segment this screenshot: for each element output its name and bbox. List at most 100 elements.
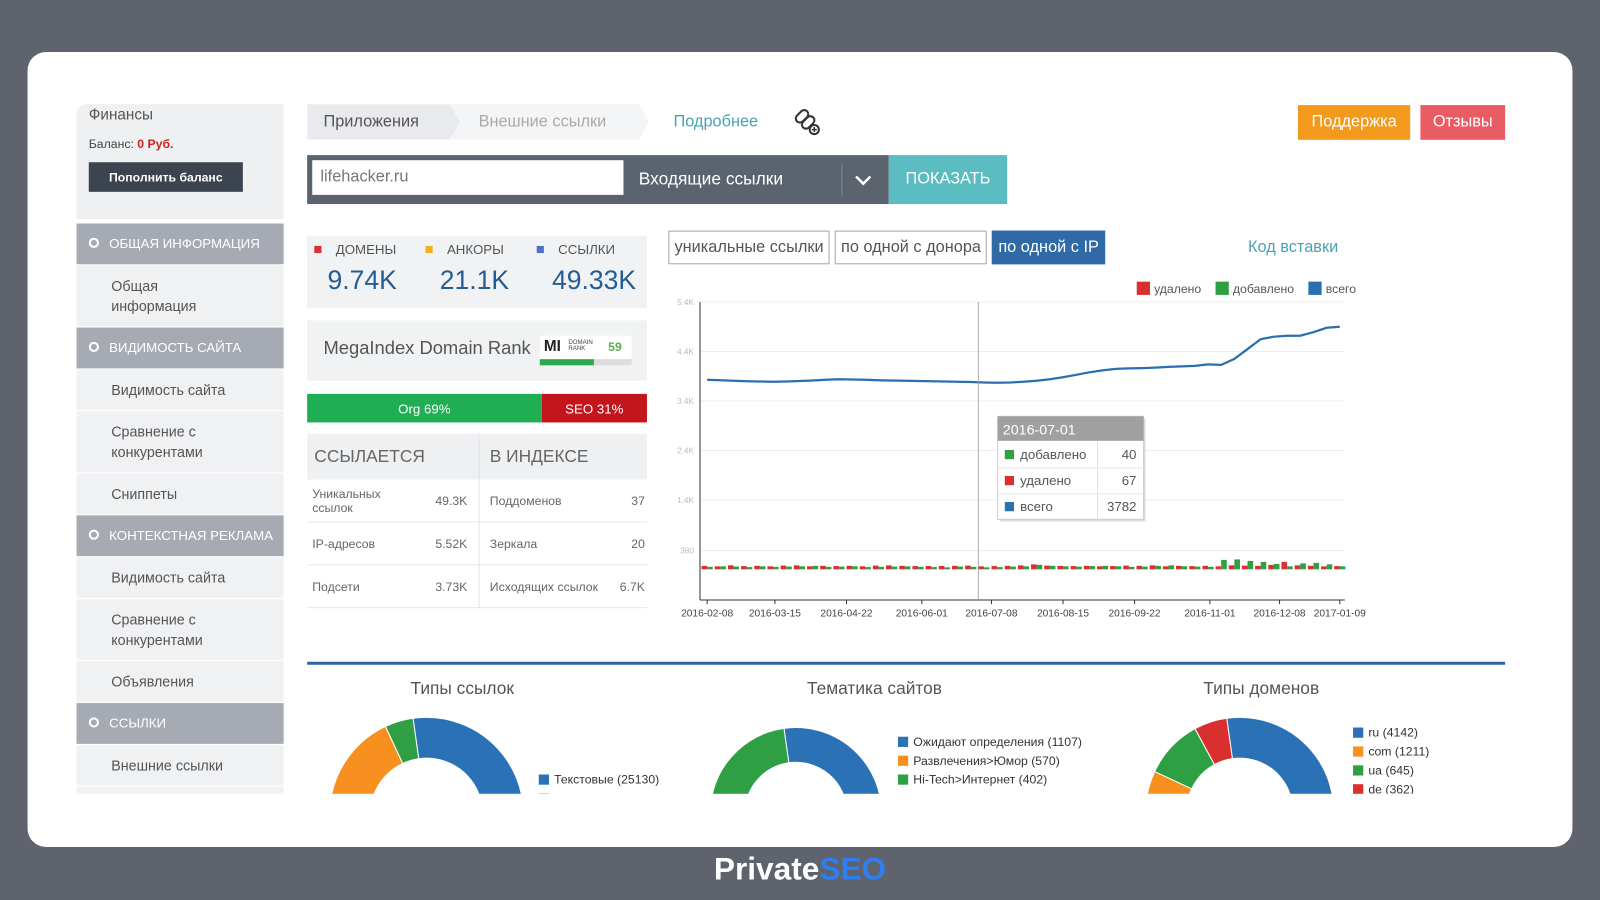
rank-logo: MI: [543, 337, 561, 356]
nav-section-header[interactable]: ССЫЛКИ: [76, 703, 284, 744]
bar: [833, 566, 839, 570]
chart-tab[interactable]: по одной с донора: [834, 230, 988, 265]
x-tick-label: 2016-06-01: [896, 608, 948, 619]
bar: [707, 566, 713, 570]
bar: [865, 567, 871, 570]
bar: [951, 565, 958, 570]
nav-item[interactable]: Сравнение с конкурентами: [76, 598, 284, 661]
bar: [1149, 565, 1156, 570]
domain-input[interactable]: lifehacker.ru: [312, 160, 624, 195]
tab[interactable]: Приложения: [307, 104, 461, 140]
bar: [812, 565, 819, 570]
rank-badge: [539, 335, 632, 360]
nav-section-header[interactable]: ОБЩАЯ ИНФОРМАЦИЯ: [76, 223, 284, 265]
bar: [1273, 563, 1280, 570]
legend-label: удалено: [1154, 282, 1201, 296]
pie-legend-label: Развлечения>Юмор (570): [913, 754, 1060, 768]
line: [707, 325, 1340, 384]
support-button[interactable]: Поддержка: [1297, 105, 1411, 140]
bar: [1215, 566, 1222, 570]
pie-legend-label: Ожидают определения (1107): [913, 735, 1082, 749]
nav-section-header[interactable]: ВИДИМОСТЬ САЙТА: [76, 327, 284, 369]
legend-swatch: [1136, 281, 1150, 295]
tooltip-swatch: [1004, 476, 1014, 486]
balance: Баланс: 0 Руб.: [89, 136, 174, 152]
table-header: [307, 433, 647, 480]
y-tick-label: 3.4K: [677, 397, 694, 406]
pie-slice: [1194, 717, 1233, 766]
bar: [1260, 561, 1267, 570]
nav-section-header[interactable]: КОНТЕКСТНАЯ РЕКЛАМА: [76, 515, 284, 557]
tab[interactable]: Внешние ссылки: [449, 104, 649, 140]
legend-label: добавлено: [1233, 282, 1294, 296]
nav-icon: [88, 717, 99, 728]
split-segment: Org 69%: [307, 393, 542, 423]
table-row-line: [307, 607, 647, 609]
pie-slice: [412, 716, 522, 794]
pie-legend-label: com (1211): [1368, 745, 1429, 759]
stat-label: ССЫЛКИ: [536, 242, 615, 258]
bar: [1070, 566, 1077, 570]
bar: [733, 566, 740, 570]
nav-item[interactable]: Сниппеты: [76, 473, 284, 515]
bar: [1142, 566, 1148, 570]
pie-slice: [384, 717, 420, 765]
bar: [1036, 564, 1043, 570]
bar: [1281, 561, 1288, 570]
table-cell: Зеркала: [489, 536, 538, 552]
more-link[interactable]: Подробнее: [673, 112, 759, 131]
legend-swatch: [1308, 281, 1322, 295]
bar: [1202, 565, 1208, 570]
nav-item[interactable]: Внешние ссылки: [76, 744, 284, 786]
embed-link[interactable]: Код вставки: [1247, 238, 1339, 257]
brand-accent: SEO: [819, 851, 887, 887]
rank-value: 59: [608, 339, 622, 355]
nav-icon: [88, 341, 99, 353]
bar: [1123, 565, 1129, 570]
bar: [1049, 565, 1056, 570]
x-tick-label: 2016-12-08: [1253, 608, 1305, 619]
bar: [1168, 565, 1175, 570]
bar: [806, 566, 813, 570]
bar: [1228, 565, 1235, 570]
bar: [931, 567, 937, 570]
bar: [780, 565, 787, 570]
bar: [904, 566, 911, 570]
nav-item[interactable]: Сравнение с конкурентами: [76, 411, 284, 473]
chart-tab[interactable]: уникальные ссылки: [668, 230, 830, 265]
nav-item[interactable]: Видимость сайта: [76, 369, 284, 411]
nav-item[interactable]: Исходящие ссылки: [76, 786, 284, 794]
x-tick-label: 2017-01-09: [1314, 608, 1366, 619]
bar: [1115, 566, 1122, 570]
bar: [1044, 565, 1050, 570]
bar: [891, 566, 898, 570]
bar: [786, 566, 792, 570]
bar: [878, 566, 885, 570]
chart-tab[interactable]: по одной с IP: [992, 230, 1106, 265]
bar: [1326, 564, 1333, 570]
tooltip-name: удалено: [1020, 473, 1071, 488]
topup-button[interactable]: Пополнить баланс: [88, 162, 243, 192]
bar: [1089, 566, 1095, 570]
mode-select[interactable]: Входящие ссылки: [638, 169, 784, 189]
reviews-button[interactable]: Отзывы: [1420, 105, 1506, 140]
bar: [925, 565, 932, 570]
nav-item[interactable]: Общая информация: [76, 265, 284, 327]
stat-value: 9.74K: [327, 264, 397, 295]
table-heading: В ИНДЕКСЕ: [489, 446, 589, 466]
nav-item[interactable]: Видимость сайта: [76, 557, 284, 598]
pie-slice: [783, 727, 880, 794]
pie-slice: [331, 725, 404, 794]
nav-item[interactable]: Объявления: [76, 661, 284, 703]
show-button[interactable]: ПОКАЗАТЬ: [888, 155, 1008, 205]
x-tick-label: 2016-03-15: [749, 608, 801, 619]
bar: [1207, 566, 1214, 570]
bar: [754, 565, 760, 570]
bar: [1076, 566, 1082, 570]
bar: [991, 566, 998, 570]
bar: [1031, 564, 1037, 570]
pie-slice: [1226, 716, 1333, 794]
tooltip-value: 40: [1122, 447, 1137, 462]
y-tick-label: 380: [680, 547, 694, 556]
bar: [872, 565, 879, 570]
